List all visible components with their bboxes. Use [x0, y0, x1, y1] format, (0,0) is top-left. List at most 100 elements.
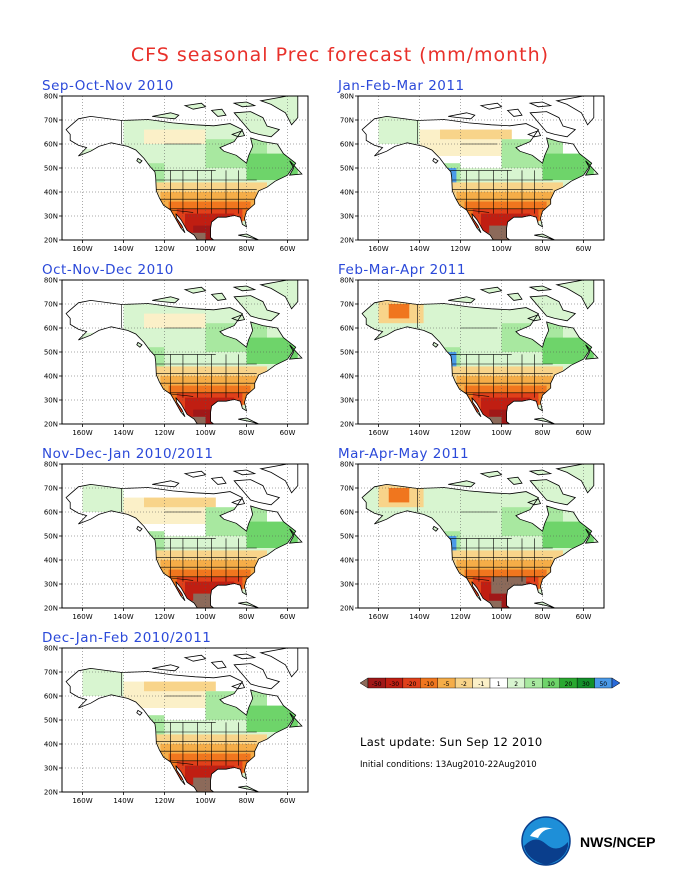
lon-tick-label: 140W	[113, 245, 133, 253]
lat-tick-label: 80N	[44, 93, 58, 101]
lon-tick-label: 100W	[195, 797, 215, 805]
colorbar-label: 30	[582, 681, 590, 688]
lon-tick-label: 60W	[280, 429, 296, 437]
precip-map: 80N 70N 60N 50N 40N 30N 20N 160W 140W 120W 100W 80W…	[44, 645, 309, 805]
lon-tick-label: 80W	[535, 613, 551, 621]
lon-tick-label: 120W	[450, 613, 470, 621]
lon-tick-label: 160W	[72, 245, 92, 253]
lat-tick-label: 40N	[340, 189, 354, 197]
lon-tick-label: 100W	[491, 613, 511, 621]
lat-tick-label: 80N	[44, 645, 58, 653]
lon-tick-label: 80W	[239, 429, 255, 437]
lat-tick-label: 20N	[340, 605, 354, 613]
lon-tick-label: 140W	[409, 429, 429, 437]
lon-tick-label: 160W	[368, 245, 388, 253]
lon-tick-label: 120W	[154, 613, 174, 621]
lon-tick-label: 60W	[576, 245, 592, 253]
panel-sep-oct-nov: Sep-Oct-Nov 2010 80N 70N 60N 50N 40N 30N 20N 16…	[40, 78, 310, 258]
lat-tick-label: 20N	[44, 605, 58, 613]
lon-tick-label: 100W	[491, 429, 511, 437]
lat-tick-label: 60N	[44, 325, 58, 333]
colorbar-label: 20	[565, 681, 573, 688]
lat-tick-label: 60N	[44, 509, 58, 517]
lon-tick-label: 160W	[368, 429, 388, 437]
lon-tick-label: 160W	[368, 613, 388, 621]
lon-tick-label: 160W	[72, 613, 92, 621]
graticule	[358, 464, 604, 608]
lat-tick-label: 20N	[340, 421, 354, 429]
lon-tick-label: 120W	[450, 245, 470, 253]
coastline	[65, 647, 303, 793]
lon-tick-label: 80W	[239, 613, 255, 621]
lat-tick-label: 20N	[44, 237, 58, 245]
lat-tick-label: 30N	[340, 213, 354, 221]
lon-tick-label: 120W	[450, 429, 470, 437]
lat-tick-label: 80N	[44, 277, 58, 285]
graticule	[62, 96, 308, 240]
lat-tick-label: 20N	[44, 421, 58, 429]
lon-tick-label: 80W	[535, 245, 551, 253]
panel-title: Nov-Dec-Jan 2010/2011	[42, 446, 214, 462]
lat-tick-label: 60N	[340, 509, 354, 517]
lon-tick-label: 120W	[154, 797, 174, 805]
lat-tick-label: 80N	[340, 93, 354, 101]
lat-tick-label: 50N	[340, 165, 354, 173]
lat-tick-label: 50N	[44, 165, 58, 173]
coastline	[361, 463, 599, 609]
coastline	[361, 279, 599, 425]
lat-tick-label: 40N	[44, 373, 58, 381]
colorbar-label: -10	[424, 681, 434, 688]
lon-tick-label: 140W	[409, 613, 429, 621]
lon-tick-label: 100W	[195, 613, 215, 621]
color-legend: -50 -30 -20 -10 -5 -2 -1 1 2 5 10 20 30 50	[359, 677, 621, 689]
lat-tick-label: 30N	[44, 213, 58, 221]
lat-tick-label: 30N	[44, 397, 58, 405]
precip-map: 80N 70N 60N 50N 40N 30N 20N 160W 140W 120W 100W 80W…	[44, 461, 309, 621]
colorbar-label: -50	[372, 681, 382, 688]
lat-tick-label: 20N	[44, 789, 58, 797]
lat-tick-label: 50N	[340, 349, 354, 357]
panel-feb-mar-apr: Feb-Mar-Apr 2011 80N 70N 60N 50N 40N 30N 20N 16…	[336, 262, 606, 442]
lat-tick-label: 40N	[340, 557, 354, 565]
state-borders	[121, 120, 257, 214]
panel-jan-feb-mar: Jan-Feb-Mar 2011 80N 70N 60N 50N 40N 30N 20N 16…	[336, 78, 606, 258]
colorbar-label: -30	[389, 681, 399, 688]
panel-oct-nov-dec: Oct-Nov-Dec 2010 80N 70N 60N 50N 40N 30N 20N 16…	[40, 262, 310, 442]
noaa-logo	[521, 816, 571, 866]
panel-title: Mar-Apr-May 2011	[338, 446, 470, 462]
lat-tick-label: 50N	[44, 717, 58, 725]
lat-tick-label: 30N	[44, 765, 58, 773]
lat-tick-label: 50N	[44, 533, 58, 541]
lat-tick-label: 60N	[44, 141, 58, 149]
lon-tick-label: 80W	[535, 429, 551, 437]
graticule	[358, 280, 604, 424]
panel-title: Jan-Feb-Mar 2011	[338, 78, 465, 94]
lon-tick-label: 60W	[280, 245, 296, 253]
lat-tick-label: 60N	[340, 141, 354, 149]
colorbar-label: -20	[407, 681, 417, 688]
initial-conditions-text: Initial conditions: 13Aug2010-22Aug2010	[360, 760, 537, 770]
lat-tick-label: 80N	[340, 277, 354, 285]
colorbar-label: 5	[532, 681, 536, 688]
lon-tick-label: 100W	[195, 245, 215, 253]
lat-tick-label: 80N	[340, 461, 354, 469]
lat-tick-label: 60N	[340, 325, 354, 333]
lon-tick-label: 140W	[409, 245, 429, 253]
lat-tick-label: 70N	[44, 485, 58, 493]
graticule	[62, 280, 308, 424]
lon-tick-label: 100W	[195, 429, 215, 437]
lat-tick-label: 70N	[340, 301, 354, 309]
lat-tick-label: 50N	[340, 533, 354, 541]
state-borders	[417, 488, 553, 582]
graticule	[62, 464, 308, 608]
lat-tick-label: 30N	[340, 581, 354, 589]
precip-map: 80N 70N 60N 50N 40N 30N 20N 160W 140W 120W 100W 80W…	[340, 461, 605, 621]
lat-tick-label: 70N	[340, 117, 354, 125]
panel-dec-jan-feb: Dec-Jan-Feb 2010/2011 80N 70N 60N 50N 40N 30N…	[40, 630, 310, 810]
lat-tick-label: 40N	[44, 189, 58, 197]
lon-tick-label: 120W	[154, 245, 174, 253]
lon-tick-label: 60W	[280, 797, 296, 805]
lon-tick-label: 140W	[113, 797, 133, 805]
lon-tick-label: 140W	[113, 429, 133, 437]
precip-map: 80N 70N 60N 50N 40N 30N 20N 160W 140W 120W 100W 80W…	[340, 277, 605, 437]
